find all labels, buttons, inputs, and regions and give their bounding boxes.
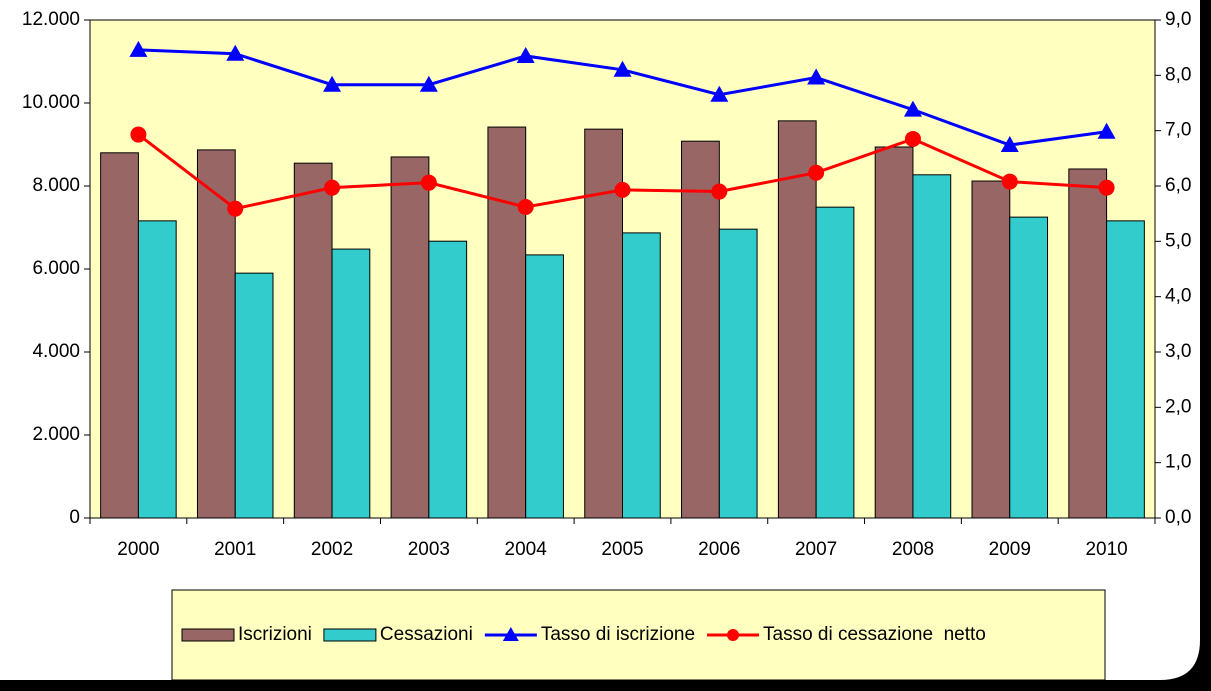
x-tick-label: 2007 — [795, 539, 837, 560]
marker — [613, 60, 632, 77]
y2-tick-label: 4,0 — [1165, 286, 1191, 307]
marker — [516, 46, 535, 63]
marker — [323, 75, 342, 92]
legend-label: Iscrizioni — [238, 624, 312, 645]
marker — [903, 100, 922, 117]
marker — [1097, 122, 1116, 139]
marker — [129, 40, 148, 57]
bar — [1068, 168, 1108, 519]
x-tick-label: 2005 — [601, 539, 643, 560]
marker — [226, 44, 245, 61]
marker — [419, 75, 438, 92]
x-tick-label: 2009 — [989, 539, 1031, 560]
legend-label: Tasso di cessazione netto — [763, 624, 986, 645]
y2-tick-label: 3,0 — [1165, 341, 1191, 362]
bar — [1106, 220, 1145, 519]
bar — [912, 174, 952, 519]
bar — [622, 232, 661, 519]
bar — [293, 162, 333, 519]
marker — [614, 181, 631, 198]
y-tick-label: 0 — [69, 507, 80, 528]
marker — [420, 174, 437, 191]
y2-tick-label: 8,0 — [1165, 64, 1191, 85]
marker — [1001, 173, 1018, 190]
y-tick-label: 4.000 — [32, 341, 80, 362]
x-tick-label: 2006 — [698, 539, 740, 560]
x-tick-label: 2004 — [505, 539, 548, 560]
legend-swatch — [181, 628, 235, 642]
bar — [525, 254, 564, 519]
marker — [807, 68, 826, 85]
bar — [1009, 216, 1049, 519]
y2-tick-label: 0,0 — [1165, 507, 1191, 528]
marker — [904, 130, 921, 147]
y2-tick-label: 9,0 — [1165, 9, 1191, 30]
marker — [517, 199, 534, 216]
bar — [718, 228, 758, 519]
legend-swatch — [323, 628, 377, 642]
x-tick-label: 2008 — [892, 539, 934, 560]
y-tick-label: 6.000 — [32, 258, 80, 279]
x-tick-label: 2000 — [117, 539, 159, 560]
legend-label: Tasso di iscrizione — [541, 624, 695, 645]
y2-tick-label: 2,0 — [1165, 396, 1191, 417]
x-tick-label: 2003 — [408, 539, 450, 560]
bar — [815, 206, 855, 519]
marker — [324, 179, 341, 196]
marker — [711, 183, 728, 200]
marker — [1098, 179, 1115, 196]
legend-swatch — [502, 627, 519, 641]
bar — [777, 120, 817, 519]
bar — [331, 248, 371, 519]
bar — [137, 220, 177, 519]
y2-tick-label: 7,0 — [1165, 120, 1191, 141]
x-tick-label: 2002 — [311, 539, 353, 560]
bar — [234, 272, 274, 519]
y2-tick-label: 5,0 — [1165, 230, 1191, 251]
y2-tick-label: 6,0 — [1165, 175, 1191, 196]
marker — [227, 200, 244, 217]
y-tick-label: 10.000 — [22, 92, 80, 113]
marker — [130, 126, 147, 143]
x-tick-label: 2001 — [214, 539, 256, 560]
marker — [710, 85, 729, 102]
marker — [808, 164, 825, 181]
y-tick-label: 8.000 — [32, 175, 80, 196]
bar — [874, 146, 914, 519]
legend-swatch — [727, 629, 740, 641]
bar — [390, 156, 430, 519]
y2-tick-label: 1,0 — [1165, 452, 1191, 473]
marker — [1000, 136, 1019, 153]
bar — [971, 180, 1011, 519]
y-tick-label: 2.000 — [32, 424, 80, 445]
y-tick-label: 12.000 — [22, 9, 80, 30]
legend-label: Cessazioni — [380, 624, 473, 645]
bar — [100, 152, 139, 519]
bar — [681, 140, 720, 519]
x-tick-label: 2010 — [1085, 539, 1127, 560]
bar — [487, 126, 527, 519]
bar — [428, 240, 468, 519]
